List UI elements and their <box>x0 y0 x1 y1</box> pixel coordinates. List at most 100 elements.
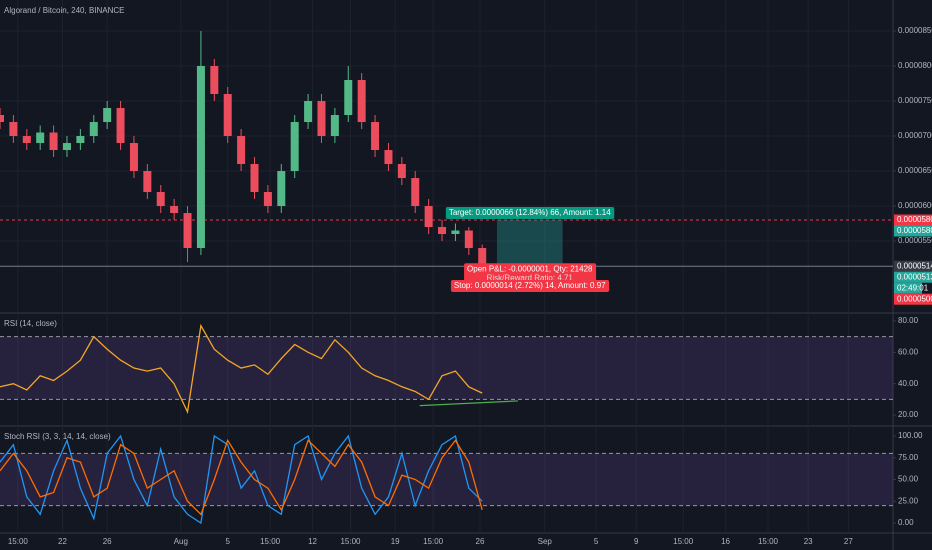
candle-body <box>397 164 406 179</box>
y-tick-label: 0.00 <box>898 518 914 527</box>
x-tick-label: 23 <box>804 537 813 546</box>
position-label: Target: 0.0000066 (12.84%) 66, Amount: 1… <box>445 207 615 220</box>
x-tick-label: Aug <box>174 537 188 546</box>
profit-zone <box>496 220 563 267</box>
price-label-text: 0.0000580 <box>897 215 932 224</box>
x-tick-label: 15:00 <box>673 537 694 546</box>
candle-body <box>438 227 447 235</box>
y-tick-label: 50.00 <box>898 475 919 484</box>
price-label-box <box>894 293 932 305</box>
y-tick-label: 25.00 <box>898 496 919 505</box>
x-tick-label: 27 <box>844 537 853 546</box>
candle-body <box>143 171 152 193</box>
candle-body <box>424 206 433 228</box>
x-tick-label: 26 <box>103 537 112 546</box>
x-tick-label: 15:00 <box>8 537 29 546</box>
candle-body <box>250 164 259 193</box>
candle-body <box>357 80 366 123</box>
candle-body <box>129 143 138 172</box>
price-label-text: 0.0000513 <box>897 272 932 281</box>
price-label-box <box>894 260 932 272</box>
price-label: 0.0000580 <box>894 214 932 226</box>
candle-body <box>451 230 460 235</box>
y-tick-label: 100.00 <box>898 431 923 440</box>
position-label: Open P&L: -0.0000001, Qty: 21428 <box>464 263 597 286</box>
pane-title: Stoch RSI (3, 3, 14, 14, close) <box>4 432 111 441</box>
x-tick-label: 9 <box>634 537 639 546</box>
pane-title: Algorand / Bitcoin, 240, BINANCE <box>4 6 125 15</box>
y-tick-label: 60.00 <box>898 347 919 356</box>
candle-body <box>170 206 179 214</box>
x-tick-label: 15:00 <box>340 537 361 546</box>
indicator-line <box>0 434 483 525</box>
candle-body <box>237 136 246 165</box>
x-tick-label: 15:00 <box>758 537 779 546</box>
candle-body <box>9 122 18 137</box>
price-label-box <box>894 271 932 283</box>
x-tick-label: 12 <box>308 537 317 546</box>
y-tick-label: 0.0000550 <box>898 236 932 245</box>
x-tick-label: 16 <box>721 537 730 546</box>
candle-body <box>464 230 473 249</box>
y-tick-label: 20.00 <box>898 410 919 419</box>
candle-body <box>156 192 165 207</box>
candle-body <box>116 108 125 144</box>
label-text: Risk/Reward Ratio: 4.71 <box>487 273 574 282</box>
candle-body <box>76 136 85 144</box>
band-fill <box>0 336 893 400</box>
candle-body <box>22 136 31 144</box>
label-text: Open P&L: -0.0000001, Qty: 21428 <box>467 264 593 273</box>
price-label-box <box>894 214 932 226</box>
countdown-text: 02:49:01 <box>897 283 929 292</box>
candle-body <box>0 115 4 123</box>
x-tick-label: 15:00 <box>423 537 444 546</box>
x-tick-label: Sep <box>538 537 553 546</box>
candle-body <box>183 213 192 249</box>
countdown-box <box>894 282 922 294</box>
candle-body <box>317 101 326 137</box>
indicator-line <box>0 438 483 516</box>
trendline <box>419 400 518 407</box>
label-box <box>464 263 597 286</box>
candle-body <box>277 171 286 207</box>
indicator-line <box>0 323 483 415</box>
x-tick-label: 19 <box>391 537 400 546</box>
price-label: 0.0000500 <box>894 293 932 305</box>
y-tick-label: 75.00 <box>898 453 919 462</box>
y-tick-label: 40.00 <box>898 379 919 388</box>
x-tick-label: 5 <box>594 537 599 546</box>
label-box <box>445 207 615 220</box>
candle-body <box>196 66 205 249</box>
x-tick-label: 15:00 <box>260 537 281 546</box>
candle-body <box>89 122 98 137</box>
price-label: 0.0000514 <box>894 260 932 272</box>
candle-body <box>103 108 112 123</box>
candle-body <box>290 122 299 172</box>
label-text: Stop: 0.0000014 (2.72%) 14, Amount: 0.97 <box>454 281 606 290</box>
candle-body <box>49 132 58 151</box>
position-label: Stop: 0.0000014 (2.72%) 14, Amount: 0.97 <box>450 280 610 293</box>
candle-body <box>330 115 339 137</box>
candle-body <box>223 94 232 137</box>
price-label: 0.0000513 <box>894 271 932 283</box>
x-tick-label: 22 <box>58 537 67 546</box>
candle-body <box>384 150 393 165</box>
candle-body <box>304 101 313 123</box>
x-tick-label: 26 <box>476 537 485 546</box>
pane-title: RSI (14, close) <box>4 319 57 328</box>
countdown: 02:49:01 <box>894 282 929 294</box>
candle-body <box>411 178 420 207</box>
candle-body <box>62 143 71 151</box>
candle-body <box>36 132 45 144</box>
x-tick-label: 5 <box>225 537 230 546</box>
label-box <box>450 280 610 293</box>
candle-body <box>344 80 353 116</box>
candle-body <box>210 66 219 95</box>
candle-body <box>263 192 272 207</box>
